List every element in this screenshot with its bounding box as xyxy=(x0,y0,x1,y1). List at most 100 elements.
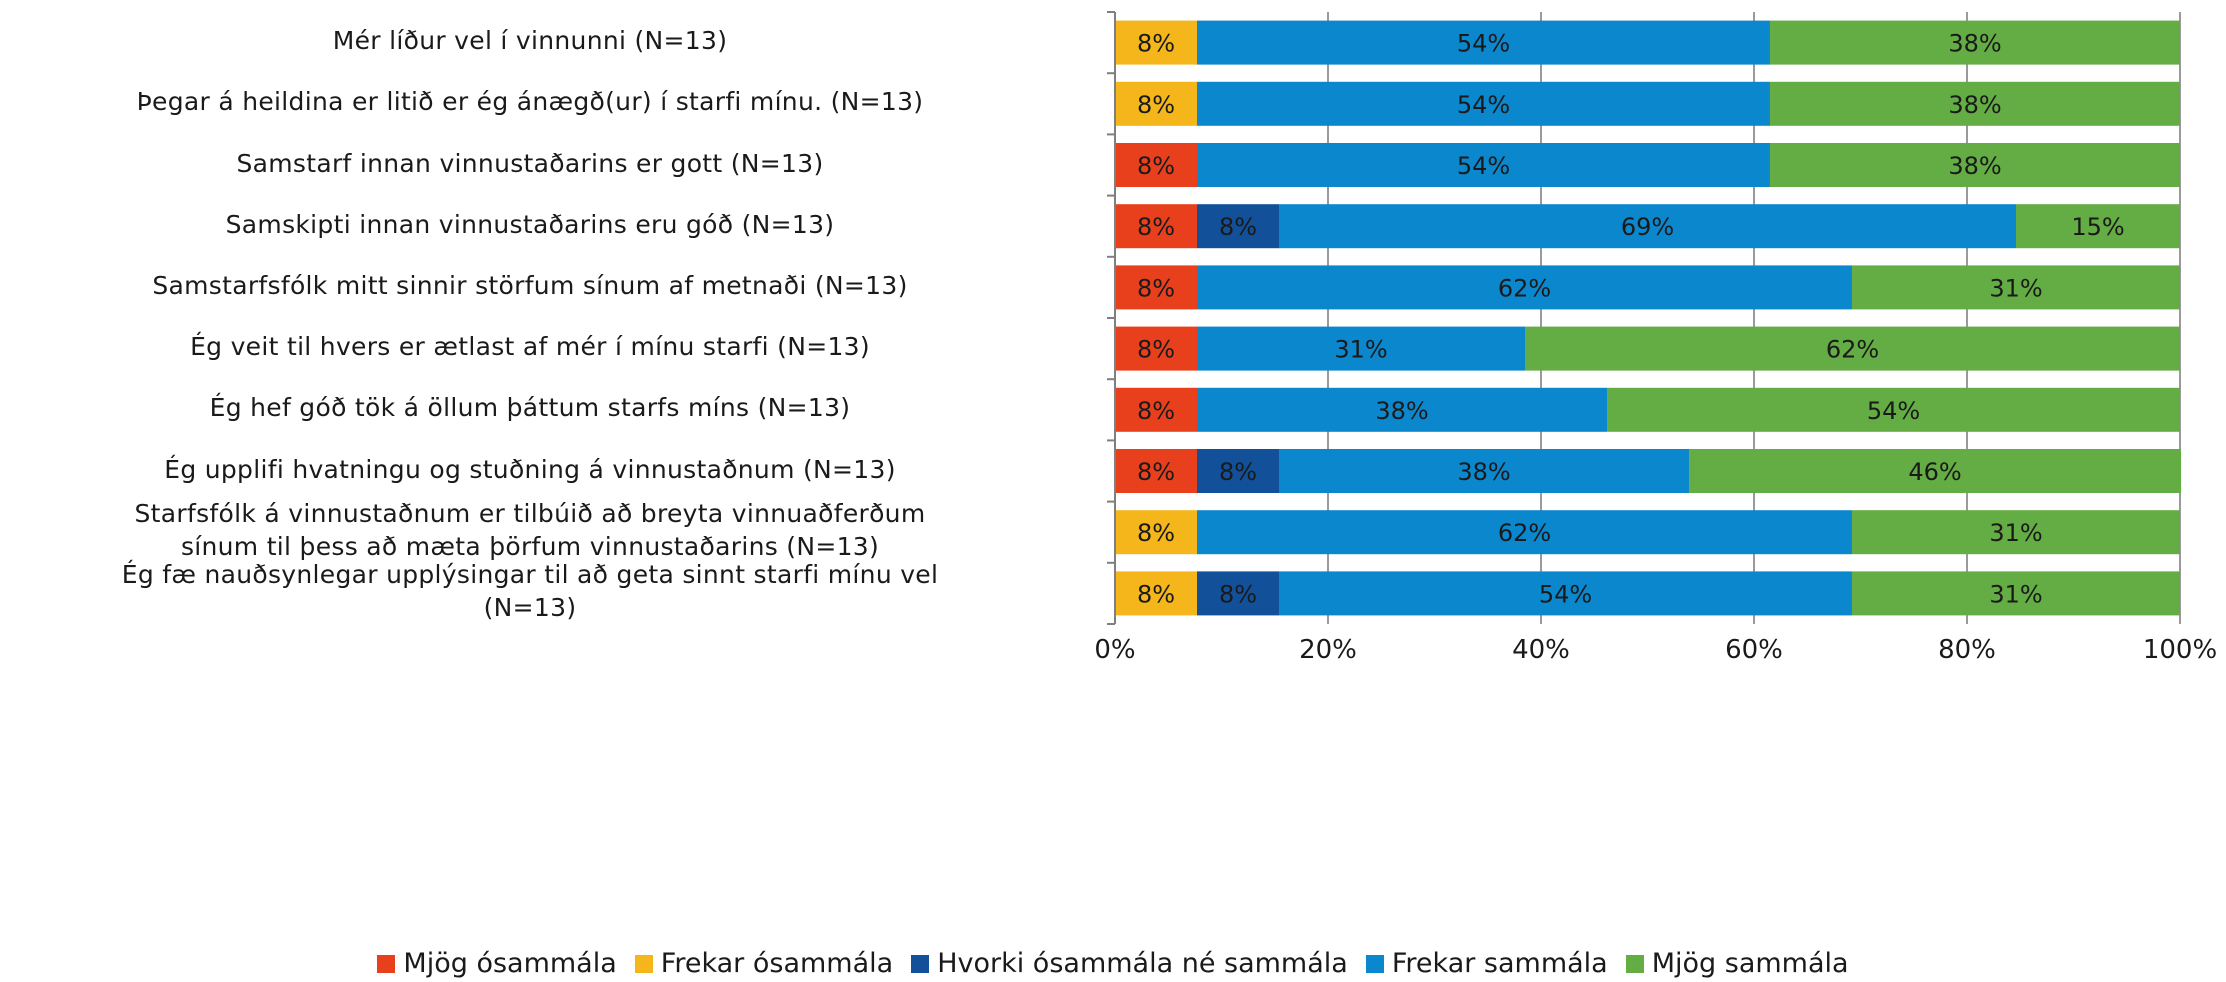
stacked-bar-chart: 8% 54% 38% 8% 54% 38% 8% 54% 38% 8% 8% 69% 15% 8% 62% 3… xyxy=(1094,11,2217,665)
data-label: 8% xyxy=(1137,91,1175,119)
data-label: 54% xyxy=(1539,580,1592,608)
data-label: 62% xyxy=(1826,336,1879,364)
category-label: Ég hef góð tök á öllum þáttum starfs mín… xyxy=(0,391,1060,424)
legend-swatch xyxy=(377,955,396,973)
data-label: 54% xyxy=(1457,91,1510,119)
bar-segment xyxy=(1115,326,1198,371)
data-label: 54% xyxy=(1457,30,1510,58)
data-label: 54% xyxy=(1867,397,1920,425)
data-label: 15% xyxy=(2071,213,2124,241)
legend-item: Frekar sammála xyxy=(1365,948,1608,979)
data-label: 8% xyxy=(1219,458,1257,486)
data-label: 38% xyxy=(1948,91,2001,119)
category-label: Mér líður vel í vinnunni (N=13) xyxy=(0,24,1060,57)
bar-segment xyxy=(1197,571,1280,616)
data-label: 62% xyxy=(1498,519,1551,547)
data-label: 38% xyxy=(1457,458,1510,486)
category-label-line: Starfsfólk á vinnustaðnum er tilbúið að … xyxy=(134,499,926,529)
category-label-line: Samstarf innan vinnustaðarins er gott (N… xyxy=(236,148,824,178)
data-label: 69% xyxy=(1621,213,1674,241)
bar-segment xyxy=(1115,143,1198,187)
bar-segment xyxy=(1689,449,2182,493)
category-label-line: Þegar á heildina er litið er ég ánægð(ur… xyxy=(136,87,924,117)
data-label: 62% xyxy=(1498,274,1551,302)
bar-segment xyxy=(1197,265,1852,310)
data-label: 8% xyxy=(1137,458,1175,486)
legend-item: Mjög sammála xyxy=(1625,948,1849,979)
category-label-line: Samskipti innan vinnustaðarins eru góð (… xyxy=(225,209,835,239)
data-label: 8% xyxy=(1137,336,1175,364)
legend-swatch xyxy=(1625,955,1644,973)
legend-label: Frekar ósammála xyxy=(660,948,894,979)
data-label: 8% xyxy=(1137,274,1175,302)
bar-segment xyxy=(1197,387,1608,432)
data-label: 8% xyxy=(1137,519,1175,547)
legend-swatch xyxy=(634,955,653,973)
category-label-line: Ég hef góð tök á öllum þáttum starfs mín… xyxy=(209,393,851,423)
bar-segment xyxy=(1851,571,2180,616)
bar-segment xyxy=(1115,81,1198,126)
bar-segment xyxy=(1851,265,2180,310)
bar-segment xyxy=(1197,510,1852,555)
category-label: Ég veit til hvers er ætlast af mér í mín… xyxy=(0,330,1060,363)
bar-segment xyxy=(1279,571,1852,616)
data-label: 8% xyxy=(1137,580,1175,608)
legend-label: Mjög ósammála xyxy=(403,948,617,979)
bar-segment xyxy=(1115,510,1198,555)
bar-segment xyxy=(1769,143,2180,187)
x-tick-label: 20% xyxy=(1299,635,1357,665)
category-label-line: Mér líður vel í vinnunni (N=13) xyxy=(332,26,728,56)
category-label: Samskipti innan vinnustaðarins eru góð (… xyxy=(0,208,1060,241)
bar-segment xyxy=(1197,81,1770,126)
category-label-line: Samstarfsfólk mitt sinnir störfum sínum … xyxy=(152,270,908,300)
bar-segment xyxy=(1525,326,2180,371)
legend-item: Frekar ósammála xyxy=(634,948,894,979)
bar-segment xyxy=(1115,449,1198,493)
data-label: 8% xyxy=(1137,30,1175,58)
x-tick-label: 0% xyxy=(1094,635,1135,665)
data-label: 54% xyxy=(1457,152,1510,180)
bar-segment xyxy=(1769,20,2180,65)
bar-segment xyxy=(1197,143,1770,187)
data-label: 38% xyxy=(1948,152,2001,180)
legend-label: Mjög sammála xyxy=(1651,948,1849,979)
bar-segment xyxy=(1769,81,2180,126)
data-label: 31% xyxy=(1989,580,2042,608)
bar-segment xyxy=(2015,204,2180,249)
bar-segment xyxy=(1115,204,1198,249)
chart-legend: Mjög ósammála Frekar ósammála Hvorki ósamm… xyxy=(0,948,2226,979)
x-tick-label: 40% xyxy=(1512,635,1570,665)
legend-label: Frekar sammála xyxy=(1391,948,1608,979)
category-label-line: (N=13) xyxy=(483,593,577,623)
data-label: 38% xyxy=(1375,397,1428,425)
data-label: 8% xyxy=(1219,213,1257,241)
bar-segment xyxy=(1115,265,1198,310)
category-label: Samstarf innan vinnustaðarins er gott (N… xyxy=(0,147,1060,180)
data-label: 8% xyxy=(1219,580,1257,608)
category-label-line: Ég fæ nauðsynlegar upplýsingar til að ge… xyxy=(121,560,939,590)
bar-segment xyxy=(1115,20,1198,65)
category-label-line: Ég upplifi hvatningu og stuðning á vinnu… xyxy=(164,454,896,484)
bar-segment xyxy=(1197,449,1280,493)
bar-segment xyxy=(1279,204,2016,249)
category-label: Starfsfólk á vinnustaðnum er tilbúið að … xyxy=(0,497,1060,563)
data-label: 46% xyxy=(1908,458,1961,486)
bar-segment xyxy=(1279,449,1690,493)
data-label: 31% xyxy=(1334,336,1387,364)
category-label: Ég fæ nauðsynlegar upplýsingar til að ge… xyxy=(0,558,1060,624)
bar-segment xyxy=(1115,571,1198,616)
bar-segment xyxy=(1851,510,2180,555)
data-label: 38% xyxy=(1948,30,2001,58)
legend-swatch xyxy=(1365,955,1384,973)
data-label: 8% xyxy=(1137,152,1175,180)
category-label: Ég upplifi hvatningu og stuðning á vinnu… xyxy=(0,453,1060,486)
bar-segment xyxy=(1115,387,1198,432)
x-tick-label: 80% xyxy=(1938,635,1996,665)
data-label: 31% xyxy=(1989,519,2042,547)
bar-segment xyxy=(1197,326,1526,371)
legend-swatch xyxy=(911,955,930,973)
x-tick-label: 60% xyxy=(1725,635,1783,665)
category-label-line: sínum til þess að mæta þörfum vinnustaða… xyxy=(180,532,880,562)
legend-item: Mjög ósammála xyxy=(377,948,617,979)
bar-segment xyxy=(1607,387,2180,432)
